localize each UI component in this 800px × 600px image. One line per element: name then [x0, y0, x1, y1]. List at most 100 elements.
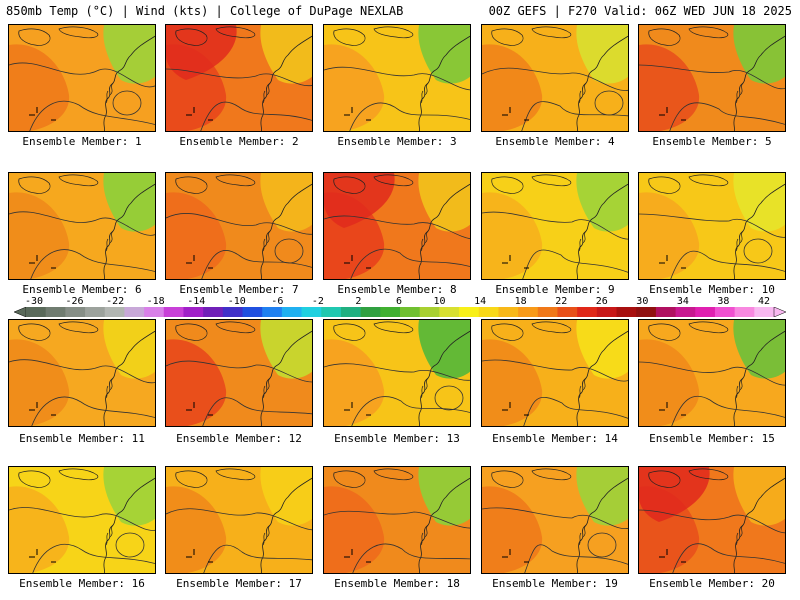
- colorbar-tick-label: -30: [24, 296, 44, 307]
- member-label: Ensemble Member: 18: [334, 577, 460, 590]
- member-label: Ensemble Member: 7: [179, 283, 299, 296]
- member-label: Ensemble Member: 17: [176, 577, 302, 590]
- colorbar-tick-label: 42: [757, 296, 771, 307]
- member-label: Ensemble Member: 1: [22, 135, 142, 148]
- colorbar-tick-label: 22: [555, 296, 568, 307]
- temperature-map: [166, 320, 312, 426]
- temperature-map: [482, 173, 628, 279]
- colorbar-swatch: [104, 307, 125, 317]
- colorbar-swatch: [714, 307, 736, 317]
- temperature-map: [9, 25, 155, 131]
- coastline: [260, 183, 312, 279]
- temperature-map: [324, 173, 470, 279]
- colorbar-tick-label: -22: [106, 296, 125, 307]
- temperature-map: [9, 467, 155, 573]
- member-map-panel: [165, 172, 313, 280]
- temperature-map: [324, 25, 470, 131]
- colorbar-swatch: [281, 307, 303, 317]
- model-run-info: 00Z GEFS | F270 Valid: 06Z WED JUN 18 20…: [488, 4, 792, 18]
- member-label: Ensemble Member: 8: [337, 283, 457, 296]
- member-label: Ensemble Member: 5: [652, 135, 772, 148]
- colorbar-swatch: [498, 307, 519, 317]
- coastline: [733, 35, 785, 131]
- temperature-map: [639, 320, 785, 426]
- temperature-map: [639, 467, 785, 573]
- colorbar-swatch: [734, 307, 755, 317]
- temperature-map: [324, 320, 470, 426]
- colorbar-swatch: [321, 307, 342, 317]
- colorbar-swatch: [439, 307, 460, 317]
- colorbar-tick-label: 10: [433, 296, 446, 307]
- member-label: Ensemble Member: 13: [334, 432, 460, 445]
- colorbar-swatch: [340, 307, 362, 317]
- colorbar-tick-label: -26: [65, 296, 84, 307]
- member-map-panel: [165, 466, 313, 574]
- colorbar-swatch: [144, 307, 165, 317]
- member-label: Ensemble Member: 14: [492, 432, 618, 445]
- member-label: Ensemble Member: 11: [19, 432, 145, 445]
- colorbar-tick-label: 38: [717, 296, 730, 307]
- colorbar-swatch: [754, 307, 775, 317]
- colorbar-swatch: [577, 307, 598, 317]
- colorbar-swatch: [26, 307, 47, 317]
- colorbar-swatch: [616, 307, 637, 317]
- member-map-panel: [638, 319, 786, 427]
- member-map-panel: [638, 466, 786, 574]
- temperature-map: [166, 25, 312, 131]
- member-map-panel: [323, 172, 471, 280]
- member-label: Ensemble Member: 6: [22, 283, 142, 296]
- member-map-panel: [323, 466, 471, 574]
- colorbar-swatch: [419, 307, 440, 317]
- colorbar-swatch: [222, 307, 244, 317]
- colorbar-min-arrow: [14, 307, 27, 317]
- member-label: Ensemble Member: 15: [649, 432, 775, 445]
- colorbar-swatch: [183, 307, 204, 317]
- coastline: [576, 35, 628, 131]
- colorbar-swatch: [203, 307, 224, 317]
- member-label: Ensemble Member: 3: [337, 135, 457, 148]
- colorbar-swatch: [636, 307, 657, 317]
- colorbar-swatch: [262, 307, 283, 317]
- colorbar-swatch: [124, 307, 145, 317]
- member-label: Ensemble Member: 20: [649, 577, 775, 590]
- coastline: [103, 183, 155, 279]
- member-map-panel: [481, 466, 629, 574]
- colorbar-swatch: [85, 307, 106, 317]
- member-label: Ensemble Member: 4: [495, 135, 615, 148]
- member-map-panel: [8, 24, 156, 132]
- temperature-map: [9, 320, 155, 426]
- colorbar-swatch: [695, 307, 716, 317]
- map-title: 850mb Temp (°C) | Wind (kts) | College o…: [6, 4, 404, 18]
- temperature-map: [9, 173, 155, 279]
- colorbar-swatch: [242, 307, 263, 317]
- member-map-panel: [481, 319, 629, 427]
- member-map-panel: [481, 24, 629, 132]
- colorbar-tick-label: -10: [227, 296, 246, 307]
- colorbar-swatch: [655, 307, 677, 317]
- temperature-map: [166, 173, 312, 279]
- member-map-panel: [323, 24, 471, 132]
- member-map-panel: [638, 24, 786, 132]
- member-map-panel: [165, 24, 313, 132]
- member-map-panel: [165, 319, 313, 427]
- member-map-panel: [8, 319, 156, 427]
- member-map-panel: [638, 172, 786, 280]
- temperature-colorbar: [14, 307, 786, 317]
- colorbar-swatch: [596, 307, 618, 317]
- colorbar-swatch: [459, 307, 480, 317]
- colorbar-swatch: [400, 307, 421, 317]
- member-label: Ensemble Member: 19: [492, 577, 618, 590]
- temperature-map: [482, 467, 628, 573]
- member-label: Ensemble Member: 9: [495, 283, 615, 296]
- colorbar-tick-label: -14: [187, 296, 206, 307]
- coastline: [576, 183, 628, 279]
- coastline: [260, 330, 312, 426]
- member-map-panel: [323, 319, 471, 427]
- coastline: [418, 477, 470, 573]
- member-label: Ensemble Member: 16: [19, 577, 145, 590]
- colorbar-tick-label: 6: [395, 296, 403, 307]
- coastline: [576, 477, 628, 573]
- colorbar-swatch: [675, 307, 696, 317]
- colorbar-tick-label: -2: [311, 296, 324, 307]
- coastline: [103, 35, 155, 131]
